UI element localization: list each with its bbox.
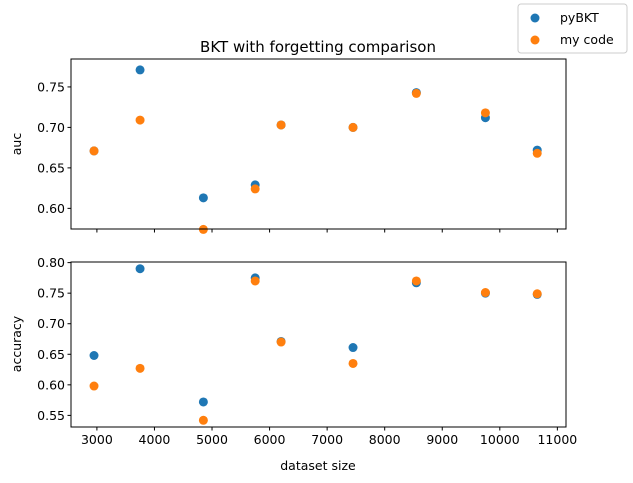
auc-y-tick-label: 0.75 bbox=[37, 79, 65, 94]
accuracy-x-tick-label: 8000 bbox=[369, 432, 401, 447]
accuracy-axis-ticks: 0.55 0.60 0.65 0.70 0.75 0.80 3000 4000 5000 6000… bbox=[37, 255, 577, 447]
legend-marker-pybkt bbox=[530, 13, 540, 23]
auc-point-my-code bbox=[348, 122, 358, 132]
accuracy-x-tick-label: 3000 bbox=[81, 432, 113, 447]
accuracy-x-tick-label: 11000 bbox=[537, 432, 577, 447]
accuracy-x-tick-label: 7000 bbox=[311, 432, 343, 447]
auc-point-my-code bbox=[276, 120, 286, 130]
accuracy-point-my-code bbox=[135, 363, 145, 373]
accuracy-x-tick-label: 9000 bbox=[426, 432, 458, 447]
auc-data-points bbox=[89, 65, 542, 234]
accuracy-y-tick-label: 0.70 bbox=[37, 316, 65, 331]
accuracy-x-tick-label: 6000 bbox=[254, 432, 286, 447]
accuracy-y-tick-label: 0.65 bbox=[37, 347, 65, 362]
auc-point-my-code bbox=[135, 115, 145, 125]
auc-point-my-code bbox=[532, 148, 542, 158]
auc-point-pybkt bbox=[198, 193, 208, 203]
accuracy-point-my-code bbox=[532, 289, 542, 299]
auc-point-my-code bbox=[480, 108, 490, 118]
accuracy-point-my-code bbox=[411, 276, 421, 286]
auc-y-tick-label: 0.60 bbox=[37, 201, 65, 216]
accuracy-point-pybkt bbox=[198, 397, 208, 407]
accuracy-plot-frame bbox=[70, 261, 567, 428]
accuracy-point-my-code bbox=[348, 358, 358, 368]
accuracy-point-pybkt bbox=[348, 343, 358, 353]
accuracy-point-my-code bbox=[198, 415, 208, 425]
accuracy-x-tick-label: 5000 bbox=[196, 432, 228, 447]
accuracy-data-points bbox=[89, 264, 542, 425]
legend-marker-my-code bbox=[530, 35, 540, 45]
chart-title: BKT with forgetting comparison bbox=[200, 38, 436, 56]
auc-point-my-code bbox=[250, 184, 260, 194]
auc-y-tick-label: 0.65 bbox=[37, 160, 65, 175]
accuracy-x-tick-label: 10000 bbox=[480, 432, 520, 447]
legend-box bbox=[517, 3, 628, 54]
auc-point-my-code bbox=[89, 146, 99, 156]
accuracy-x-tick-label: 4000 bbox=[139, 432, 171, 447]
accuracy-y-tick-label: 0.80 bbox=[37, 255, 65, 270]
accuracy-point-my-code bbox=[276, 337, 286, 347]
accuracy-y-axis-label: accuracy bbox=[9, 315, 24, 372]
legend: pyBKT my code bbox=[517, 3, 628, 54]
accuracy-y-tick-label: 0.55 bbox=[37, 408, 65, 423]
x-axis-label: dataset size bbox=[280, 458, 356, 473]
auc-y-axis-label: auc bbox=[9, 133, 24, 156]
accuracy-point-my-code bbox=[250, 276, 260, 286]
accuracy-subplot: 0.55 0.60 0.65 0.70 0.75 0.80 3000 4000 5000 6000… bbox=[9, 255, 577, 473]
legend-label-my-code: my code bbox=[560, 32, 614, 47]
auc-point-pybkt bbox=[135, 65, 145, 75]
accuracy-y-tick-label: 0.60 bbox=[37, 377, 65, 392]
legend-label-pybkt: pyBKT bbox=[560, 10, 599, 25]
auc-y-tick-label: 0.70 bbox=[37, 120, 65, 135]
auc-plot-frame bbox=[70, 58, 567, 230]
accuracy-point-pybkt bbox=[135, 264, 145, 274]
accuracy-point-my-code bbox=[89, 381, 99, 391]
accuracy-point-pybkt bbox=[89, 351, 99, 360]
auc-subplot: BKT with forgetting comparison 0.600.650… bbox=[9, 38, 567, 234]
auc-point-my-code bbox=[411, 88, 421, 98]
accuracy-point-my-code bbox=[480, 288, 490, 298]
accuracy-y-tick-label: 0.75 bbox=[37, 286, 65, 301]
auc-axis-ticks: 0.60 0.65 0.70 0.75 bbox=[37, 79, 558, 233]
